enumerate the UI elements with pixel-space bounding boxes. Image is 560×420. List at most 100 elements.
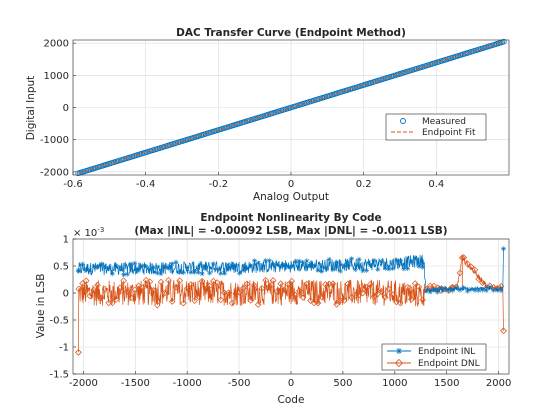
dnl-point (475, 275, 482, 283)
inl-point (233, 263, 239, 269)
inl-point (173, 259, 179, 265)
nonlinearity-xtick-label: 2000 (486, 378, 511, 389)
transfer-data (75, 38, 507, 177)
inl-point (431, 287, 437, 293)
dnl-point (370, 293, 378, 300)
dnl-point (247, 297, 255, 304)
legend-measured-label: Measured (422, 117, 466, 127)
inl-point (75, 267, 81, 273)
dnl-point (456, 269, 464, 277)
dnl-point (217, 296, 225, 304)
nonlinearity-ylabel: Value in LSB (35, 274, 47, 339)
dnl-point (471, 266, 479, 274)
inl-point (132, 260, 138, 266)
inl-point (154, 270, 160, 276)
inl-point (487, 284, 493, 290)
dnl-point (333, 301, 340, 308)
dnl-point (120, 277, 127, 284)
nonlinearity-ytick-label: 0 (63, 289, 69, 300)
dnl-point (419, 296, 426, 304)
inl-point (442, 286, 448, 292)
inl-point (255, 260, 261, 266)
dnl-point (408, 296, 415, 303)
nonlinearity-xtick-label: 1500 (434, 378, 459, 389)
legend-inl-marker (396, 348, 402, 354)
inl-point (386, 266, 392, 272)
dnl-point (75, 349, 82, 356)
dnl-point (359, 289, 367, 297)
inl-point (491, 287, 497, 293)
dnl-point (202, 285, 210, 293)
inl-point (379, 259, 384, 264)
dnl-point (303, 280, 311, 288)
dnl-point (385, 285, 393, 293)
dnl-point (101, 285, 109, 293)
dnl-point (404, 283, 411, 291)
inl-point (237, 270, 242, 276)
dnl-point (153, 301, 161, 309)
inl-point (109, 271, 115, 277)
dnl-point (262, 276, 269, 284)
transfer-ytick-label: 2000 (44, 39, 69, 50)
inl-point (341, 262, 347, 268)
nonlinearity-xtick-label: 500 (333, 378, 352, 389)
nonlinearity-xtick-label: -500 (228, 378, 251, 389)
transfer-ytick-label: 1000 (44, 71, 69, 82)
dnl-point (273, 288, 281, 295)
inl-point (453, 285, 459, 291)
transfer-ylabel: Digital Input (25, 76, 37, 141)
dnl-point (381, 294, 389, 301)
nonlinearity-xtick-label: -2000 (69, 378, 98, 389)
dnl-point (236, 289, 243, 296)
inl-point (117, 264, 123, 270)
dnl-point (213, 279, 221, 286)
dnl-point (277, 280, 284, 288)
inl-point (304, 258, 310, 264)
transfer-legend: Measured Endpoint Fit (385, 113, 487, 141)
dnl-point (458, 254, 466, 262)
dnl-point (180, 299, 187, 307)
inl-point (296, 258, 302, 264)
transfer-ticks: -0.6 -0.4 -0.2 0 0.2 0.4 -2000 -1000 0 1000 2000 (40, 39, 444, 190)
inl-point (270, 262, 276, 268)
dnl-point (239, 284, 247, 292)
inl-point (494, 287, 500, 293)
nonlinearity-legend: Endpoint INL Endpoint DNL (381, 343, 487, 371)
inl-point (274, 261, 280, 267)
inl-point (87, 267, 93, 273)
dnl-point (109, 299, 116, 307)
dnl-point (225, 289, 232, 297)
inl-point (248, 263, 254, 269)
inl-point (450, 287, 455, 293)
transfer-ytick-label: 0 (63, 103, 69, 114)
dnl-point (251, 282, 258, 289)
transfer-ytick-label: -1000 (40, 135, 69, 146)
nonlinearity-y-exponent: × 10-3 (73, 226, 104, 239)
legend-dnl-label: Endpoint DNL (418, 359, 480, 369)
inl-point (218, 270, 224, 276)
dnl-point (254, 301, 262, 308)
nonlinearity-ytick-label: -1 (59, 343, 69, 354)
y-exponent-base: × 10 (73, 228, 97, 239)
dnl-point (198, 277, 206, 285)
y-exponent-power: -3 (97, 226, 104, 234)
dnl-point (393, 298, 400, 306)
inl-point (330, 267, 336, 272)
inl-point (83, 266, 89, 272)
inl-point (427, 289, 433, 295)
inl-point (139, 263, 145, 269)
inl-point (461, 285, 467, 291)
dnl-point (258, 285, 266, 292)
inl-point (349, 256, 355, 262)
inl-point (371, 258, 377, 263)
inl-point (382, 265, 388, 271)
inl-point (438, 285, 444, 291)
inl-point (375, 266, 381, 272)
dnl-point (142, 276, 150, 284)
inl-point (408, 259, 414, 265)
inl-point (501, 246, 506, 252)
transfer-xtick-label: -0.4 (136, 179, 156, 190)
dnl-point (172, 283, 180, 291)
dnl-point (411, 280, 419, 287)
dnl-point (340, 297, 348, 304)
